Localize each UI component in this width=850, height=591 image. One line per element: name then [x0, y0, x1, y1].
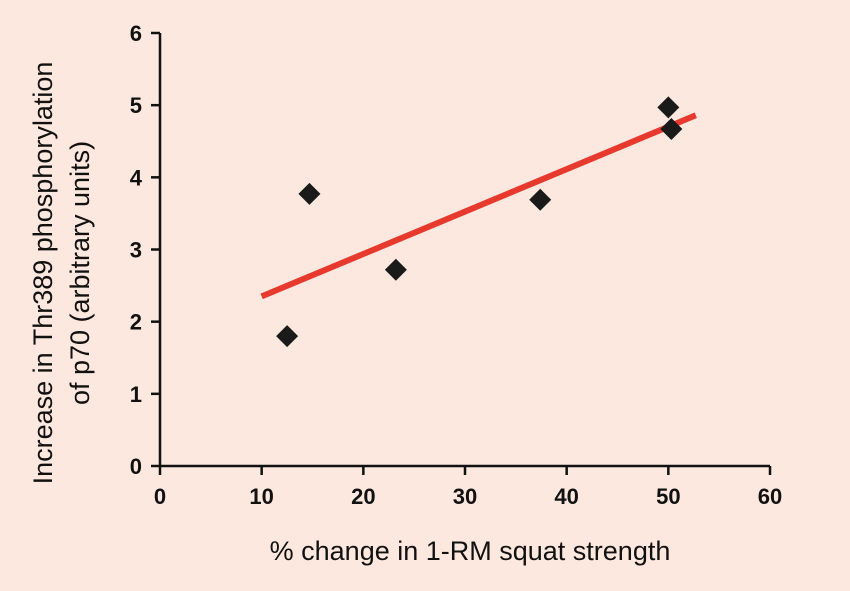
- x-axis-title: % change in 1-RM squat strength: [270, 536, 671, 566]
- y-axis-title-line-1: Increase in Thr389 phosphorylation: [28, 62, 58, 485]
- x-tick-label: 50: [656, 484, 680, 509]
- x-tick-label: 20: [351, 484, 375, 509]
- y-tick-label: 2: [130, 310, 142, 335]
- axis-titles: % change in 1-RM squat strength Increase…: [28, 62, 670, 566]
- trendline: [260, 112, 697, 300]
- y-tick-label: 6: [130, 21, 142, 46]
- x-tick-label: 40: [554, 484, 578, 509]
- data-point: [298, 182, 321, 205]
- data-point: [657, 96, 680, 119]
- y-tick-label: 4: [130, 165, 143, 190]
- data-point: [529, 188, 552, 211]
- y-tick-label: 5: [130, 93, 142, 118]
- data-point: [384, 258, 407, 281]
- data-points: [276, 96, 683, 348]
- data-point: [660, 117, 683, 140]
- x-tick-label: 0: [154, 484, 166, 509]
- y-tick-label: 3: [130, 238, 142, 263]
- y-tick-label: 1: [130, 382, 142, 407]
- data-point: [276, 325, 299, 348]
- x-tick-label: 60: [758, 484, 782, 509]
- x-tick-label: 30: [453, 484, 477, 509]
- y-axis-title-line-2: of p70 (arbitrary units): [65, 141, 95, 405]
- trendline-layer: [260, 112, 697, 300]
- y-tick-label: 0: [130, 454, 142, 479]
- x-tick-label: 10: [249, 484, 273, 509]
- axes: 0 10 20 30 40 50 60 0 1 2 3 4 5 6: [130, 21, 782, 509]
